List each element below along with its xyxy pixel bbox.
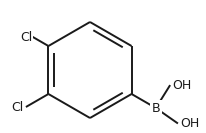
Text: B: B (151, 101, 160, 115)
Text: Cl: Cl (12, 101, 24, 113)
Text: OH: OH (180, 117, 199, 130)
Text: Cl: Cl (20, 31, 32, 44)
Text: OH: OH (172, 79, 191, 92)
